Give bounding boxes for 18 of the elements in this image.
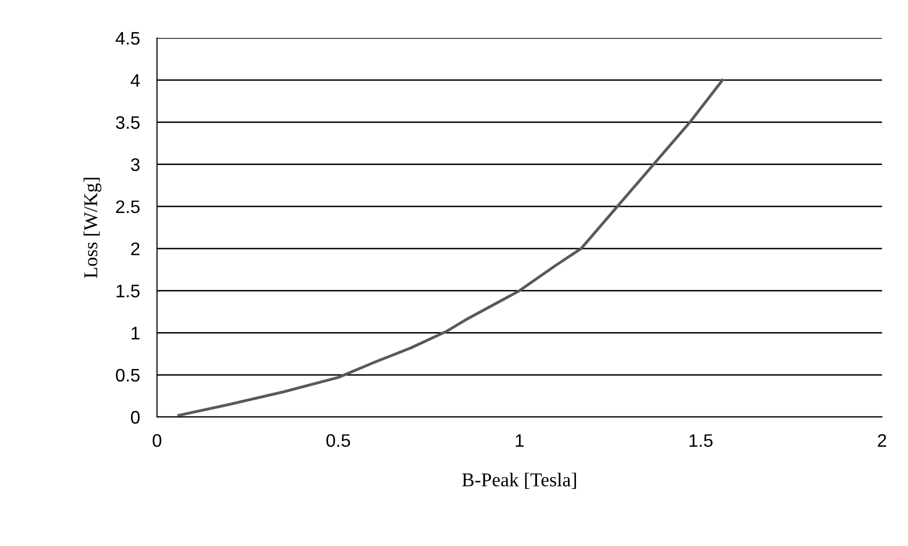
- y-tick-label: 4: [130, 74, 140, 87]
- y-tick-label: 3.5: [116, 116, 140, 129]
- y-tick-label: 1: [132, 326, 140, 340]
- x-tick-label: 2: [878, 434, 886, 447]
- line-series: [177, 78, 724, 417]
- y-tick-label: 2.5: [116, 200, 140, 214]
- y-tick-label: 1.5: [116, 284, 140, 298]
- x-tick-label: 1.5: [690, 434, 713, 447]
- x-tick-label: 0.5: [326, 434, 350, 447]
- x-axis-title: B-Peak [Tesla]: [462, 472, 576, 489]
- x-tick-label: 0: [152, 434, 162, 447]
- y-tick-label: 4.5: [116, 32, 140, 45]
- y-tick-label: 0.5: [116, 368, 140, 382]
- y-tick-label: 3: [130, 158, 140, 172]
- y-tick-label: 2: [131, 242, 140, 256]
- y-tick-label: 0: [131, 410, 140, 424]
- y-axis-title: Loss [W/Kg]: [84, 178, 102, 278]
- x-tick-label: 1: [516, 434, 524, 447]
